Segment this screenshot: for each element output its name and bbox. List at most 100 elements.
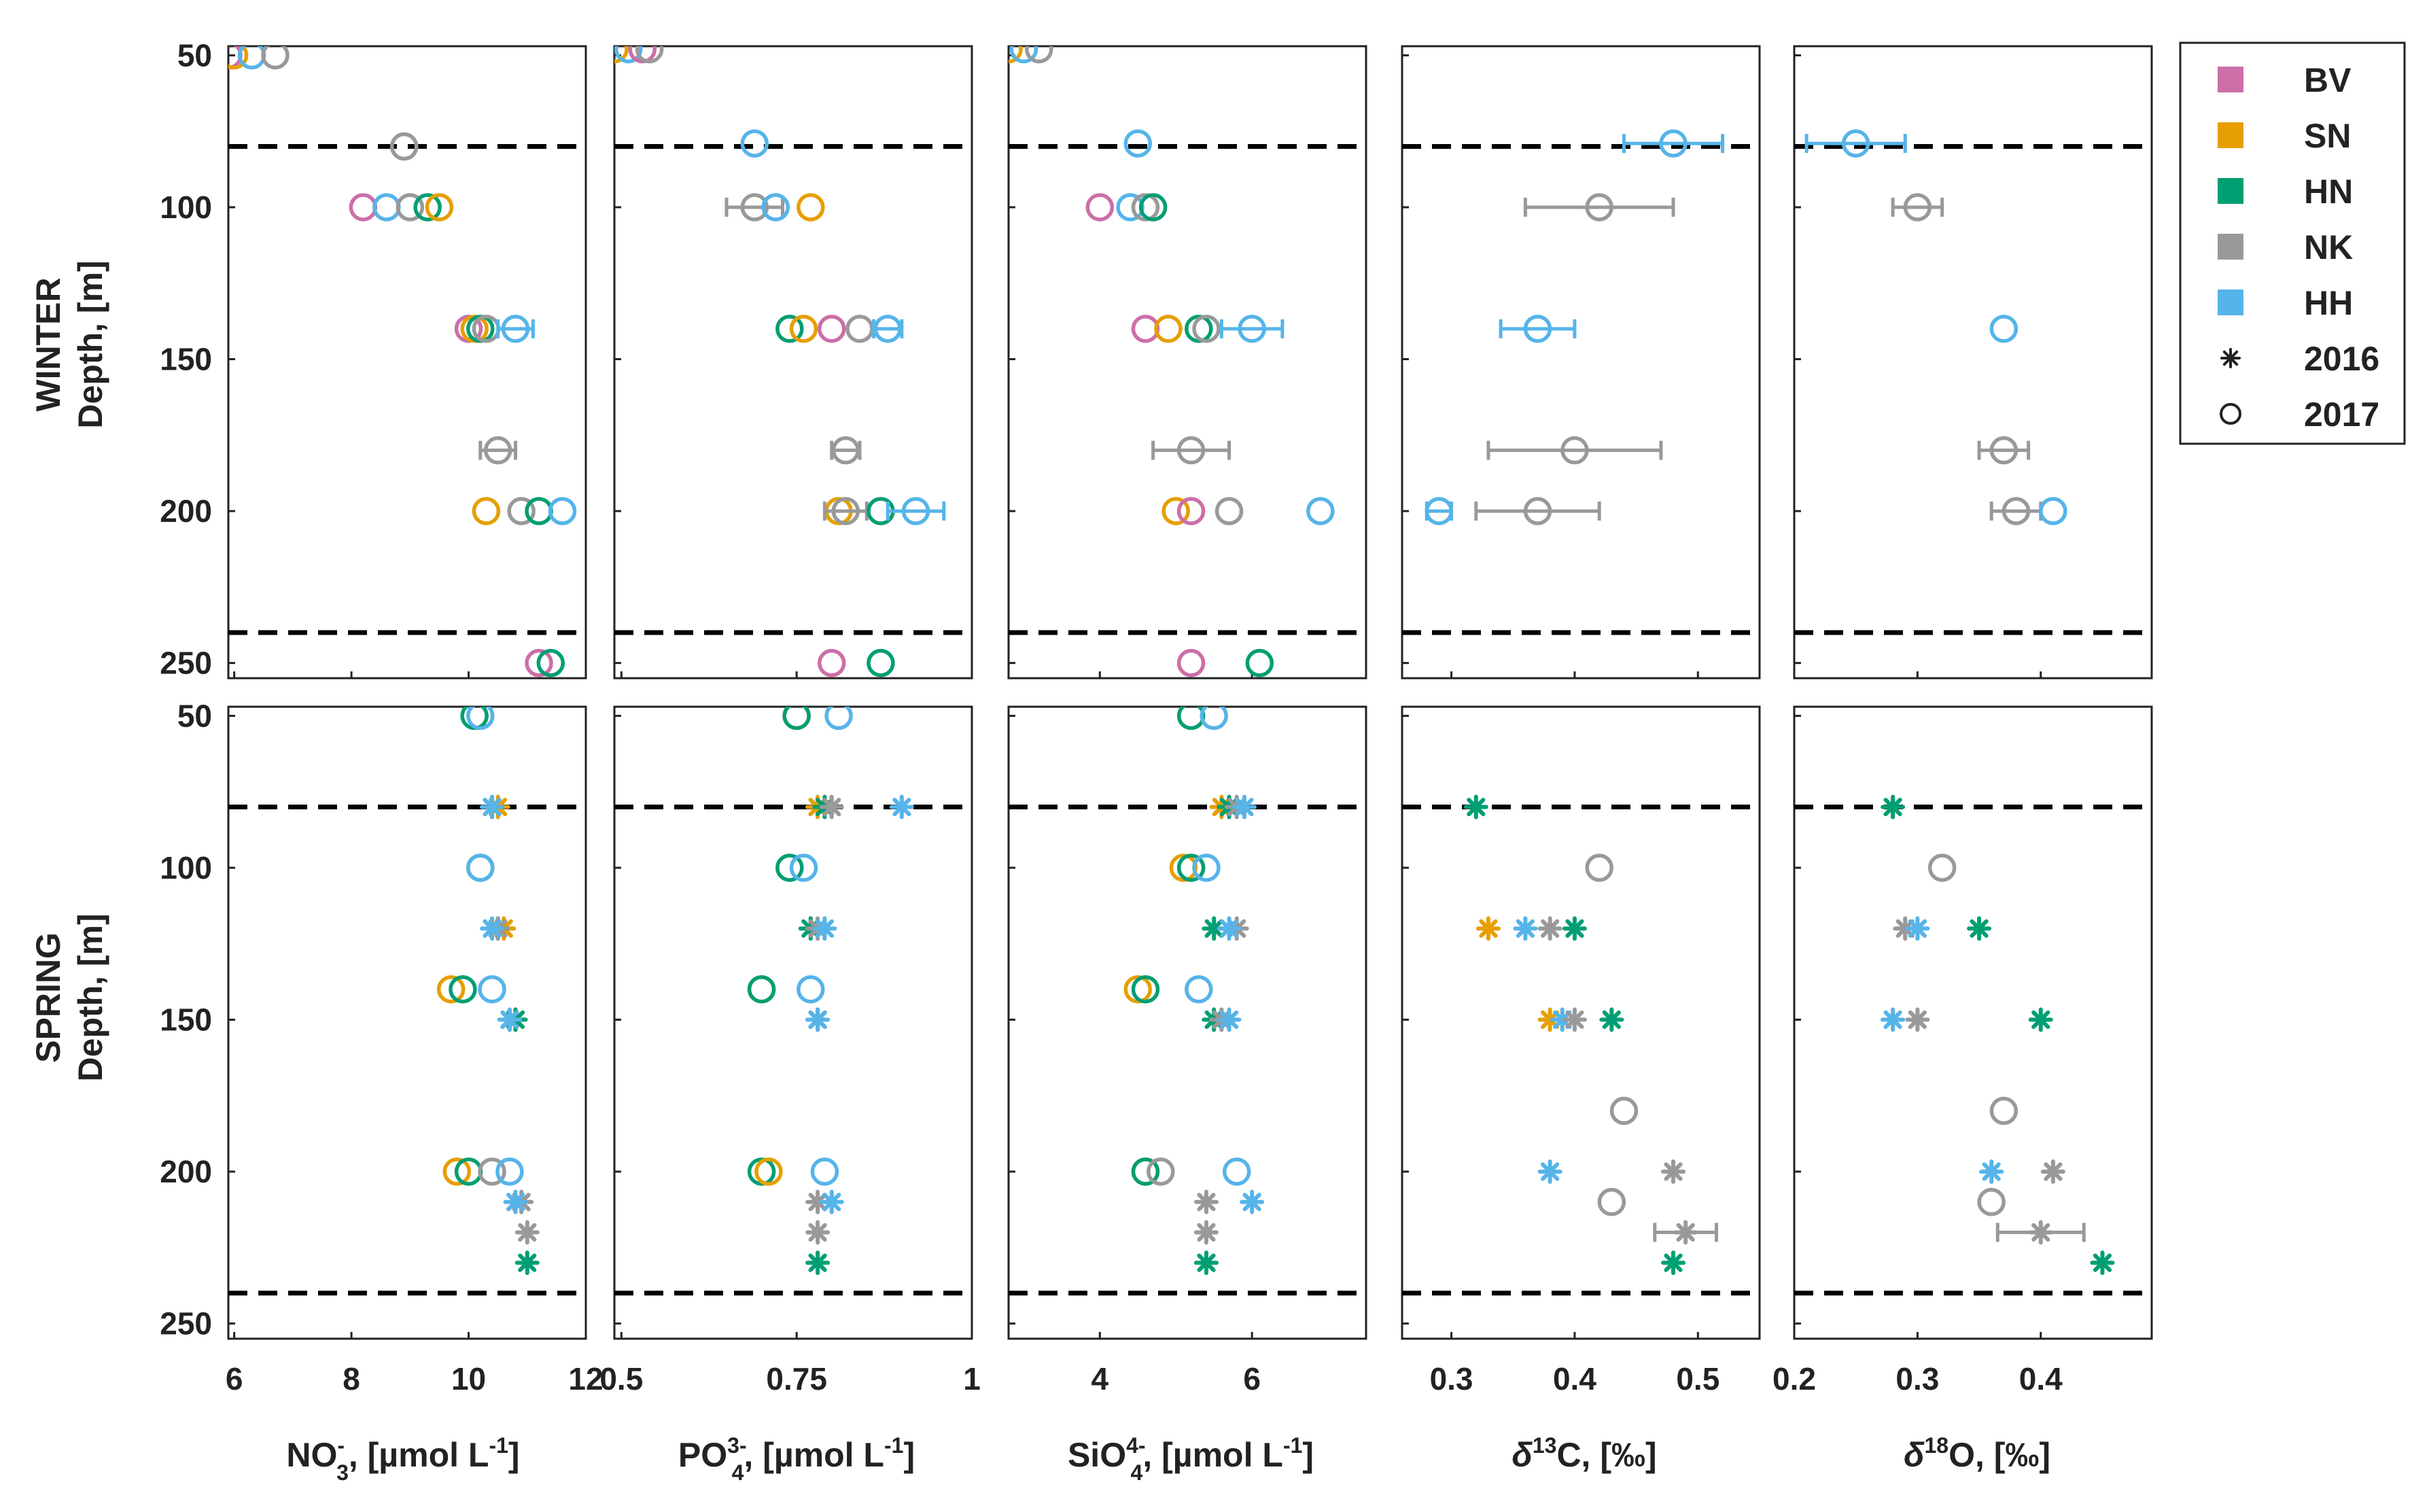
point-HH-2017 (548, 497, 577, 525)
panel-frame (613, 705, 973, 1340)
point-HN-2017 (747, 975, 776, 1004)
legend-swatch (2218, 67, 2243, 92)
point-NK-2017 (1927, 854, 1957, 882)
xtick-label: 0.5 (599, 1361, 643, 1396)
point-NK-2017 (507, 497, 536, 525)
point-HH-2016 (812, 916, 837, 941)
legend-label: HH (2304, 284, 2353, 322)
panel-spring-d13c (1401, 705, 1761, 1340)
panel-winter-sio4 (1007, 45, 1367, 680)
point-HN-2016 (1881, 794, 1906, 820)
point-NK-2017 (1214, 497, 1244, 525)
data-points (228, 46, 577, 678)
point-HN-2017 (413, 193, 442, 222)
point-NK-2017 (1609, 1096, 1639, 1125)
point-HN-2016 (514, 1250, 540, 1276)
point-HH-2016 (480, 794, 505, 820)
point-HN-2016 (1202, 916, 1227, 941)
point-NK-2017 (483, 436, 512, 465)
point-HH-2017 (797, 975, 825, 1004)
panel-winter-no3 (227, 45, 587, 680)
point-HH-2017 (1425, 497, 1454, 525)
panel-frame (227, 45, 587, 680)
panel-spring-sio4 (1007, 705, 1367, 1340)
ytick-label: 250 (160, 1306, 212, 1341)
row-label-winter: WINTER (29, 277, 67, 411)
point-SN-2017 (1123, 975, 1153, 1004)
panel-frame (227, 705, 587, 1340)
point-HN-2017 (1131, 1157, 1160, 1186)
legend-label: BV (2304, 61, 2352, 99)
panel-winter-d18o (1793, 45, 2153, 680)
data-points (436, 707, 540, 1276)
point-NK-2017 (1989, 436, 2019, 465)
point-HN-2017 (449, 975, 477, 1004)
point-SN-2017 (425, 193, 454, 222)
point-NK-2016 (1193, 1189, 1219, 1214)
point-HH-2016 (1881, 1007, 1906, 1032)
xlabel-d18o: δ18O, [‰] (1904, 1433, 2050, 1474)
point-HH-2017 (1306, 497, 1335, 525)
legend: BV SN HN NK HH 2016 2017 (2179, 41, 2406, 445)
point-HH-2016 (480, 916, 505, 941)
point-HH-2017 (1841, 129, 1870, 158)
point-HH-2017 (740, 129, 769, 158)
point-BV-2017 (817, 315, 846, 343)
point-NK-2017 (1025, 46, 1053, 64)
point-NK-2017 (261, 46, 290, 70)
point-NK-2017 (2002, 497, 2031, 525)
ytick-label: 100 (160, 190, 212, 225)
point-HN-2016 (1463, 794, 1488, 820)
point-BV-2017 (1176, 497, 1206, 525)
legend-item-2017: 2017 (2220, 395, 2379, 434)
legend-label: 2016 (2304, 340, 2379, 378)
point-HN-2016 (805, 1250, 831, 1276)
point-HN-2017 (536, 648, 565, 678)
point-NK-2017 (478, 1157, 506, 1186)
point-HH-2016 (1979, 1159, 2004, 1184)
panel-frame (1793, 45, 2153, 680)
point-BV-2017 (525, 648, 553, 678)
xlabel-sio4: SiO4-4, [µmol L-1] (1068, 1433, 1314, 1485)
point-SN-2017 (614, 46, 629, 64)
data-points (614, 46, 946, 678)
point-HN-2016 (1967, 916, 1992, 941)
legend-label: SN (2304, 117, 2351, 155)
point-SN-2017 (754, 1157, 783, 1186)
row-label-spring: SPRING (29, 932, 67, 1063)
point-BV-2017 (1176, 648, 1206, 678)
point-HH-2017 (1989, 315, 2019, 343)
point-HH-2016 (1905, 916, 1930, 941)
point-NK-2017 (389, 132, 419, 161)
panel-frame (613, 45, 973, 680)
legend-item-sn: SN (2218, 117, 2351, 155)
point-NK-2017 (831, 436, 860, 465)
data-points (1123, 707, 1265, 1276)
data-points (1425, 129, 1725, 525)
point-NK-2016 (805, 1220, 831, 1245)
point-NK-2017 (1131, 193, 1160, 222)
point-HH-2017 (1238, 315, 1266, 343)
x-ticks: 6 8 10 120.5 0.75 1 4 6 0.3 0.4 0.5 0.2 0.3 0.4 (226, 1361, 2063, 1396)
data-points (1463, 794, 1719, 1276)
point-HH-2017 (2039, 497, 2067, 525)
point-HN-2016 (1562, 916, 1587, 941)
point-HN-2016 (2090, 1250, 2115, 1276)
point-HH-2017 (824, 707, 853, 731)
point-HN-2016 (1661, 1250, 1686, 1276)
point-SN-2017 (1161, 497, 1190, 525)
point-NK-2017 (1176, 436, 1206, 465)
point-NK-2017 (1989, 1096, 2019, 1125)
point-NK-2016 (1562, 1007, 1587, 1032)
point-NK-2017 (1523, 497, 1552, 525)
point-SN-2017 (472, 497, 501, 525)
point-BV-2017 (817, 648, 846, 678)
point-NK-2017 (831, 497, 860, 525)
point-SN-2017 (436, 975, 466, 1004)
point-HH-2017 (614, 46, 643, 64)
ytick-label: 250 (160, 646, 212, 681)
xtick-label: 0.75 (766, 1361, 827, 1396)
panel-winter-po4 (613, 45, 973, 680)
panel-frame (1793, 705, 2153, 1340)
legend-label: 2017 (2304, 395, 2379, 434)
